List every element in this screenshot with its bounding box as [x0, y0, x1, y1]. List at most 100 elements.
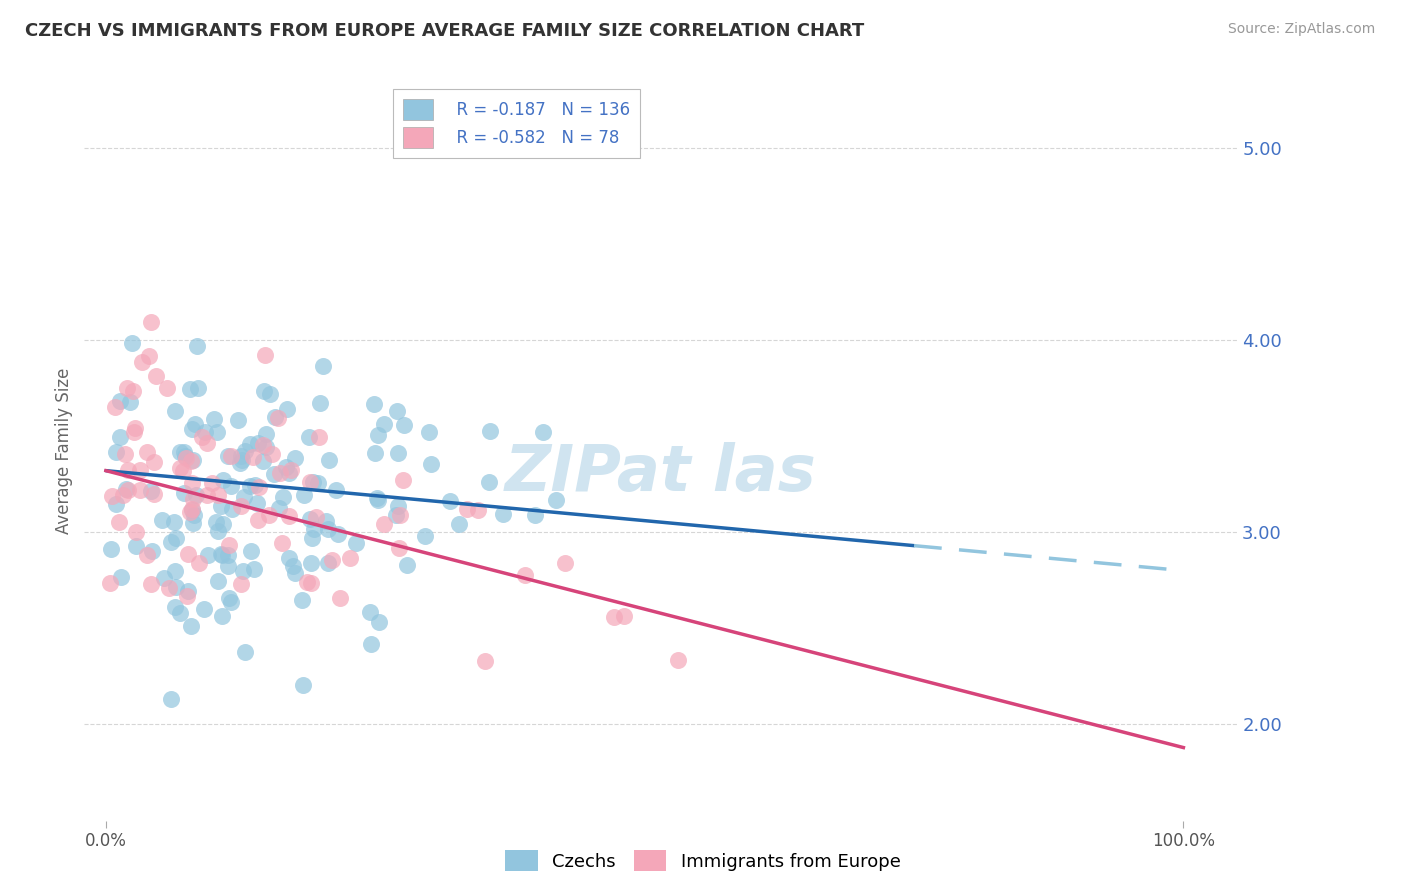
- Point: [267, 411, 290, 425]
- Point: [373, 517, 395, 532]
- Point: [180, 454, 202, 468]
- Point: [318, 453, 340, 467]
- Point: [256, 427, 278, 442]
- Point: [114, 447, 136, 461]
- Point: [284, 450, 307, 465]
- Point: [298, 429, 321, 443]
- Point: [173, 486, 195, 500]
- Point: [157, 581, 180, 595]
- Point: [247, 436, 270, 450]
- Point: [100, 575, 122, 590]
- Point: [270, 536, 292, 550]
- Point: [456, 501, 478, 516]
- Point: [183, 452, 205, 467]
- Point: [165, 564, 187, 578]
- Point: [193, 602, 215, 616]
- Point: [309, 396, 332, 410]
- Point: [207, 488, 229, 502]
- Point: [108, 430, 131, 444]
- Point: [447, 517, 470, 532]
- Point: [179, 505, 201, 519]
- Point: [233, 645, 256, 659]
- Point: [413, 529, 436, 543]
- Point: [385, 403, 408, 417]
- Point: [207, 574, 229, 588]
- Point: [183, 508, 205, 522]
- Point: [181, 492, 204, 507]
- Point: [115, 381, 138, 395]
- Point: [439, 493, 461, 508]
- Point: [613, 608, 636, 623]
- Point: [165, 580, 187, 594]
- Point: [207, 524, 229, 538]
- Point: [176, 589, 198, 603]
- Point: [174, 450, 197, 465]
- Point: [301, 532, 323, 546]
- Point: [128, 463, 150, 477]
- Point: [180, 422, 202, 436]
- Point: [384, 508, 406, 522]
- Point: [174, 450, 197, 464]
- Point: [125, 539, 148, 553]
- Point: [387, 499, 409, 513]
- Point: [368, 615, 391, 629]
- Point: [263, 410, 285, 425]
- Point: [194, 425, 217, 439]
- Point: [217, 548, 239, 562]
- Point: [228, 456, 250, 470]
- Point: [219, 595, 242, 609]
- Point: [367, 492, 389, 507]
- Point: [218, 591, 240, 606]
- Legend:   R = -0.187   N = 136,   R = -0.582   N = 78: R = -0.187 N = 136, R = -0.582 N = 78: [392, 88, 641, 158]
- Point: [363, 397, 385, 411]
- Point: [105, 497, 128, 511]
- Point: [191, 430, 214, 444]
- Point: [254, 348, 277, 362]
- Point: [328, 591, 350, 606]
- Point: [367, 428, 389, 442]
- Point: [360, 637, 382, 651]
- Point: [420, 458, 443, 472]
- Point: [124, 421, 146, 435]
- Point: [269, 466, 291, 480]
- Point: [281, 558, 304, 573]
- Point: [163, 515, 186, 529]
- Point: [152, 572, 174, 586]
- Point: [339, 551, 361, 566]
- Point: [104, 400, 127, 414]
- Point: [221, 501, 243, 516]
- Point: [229, 499, 252, 513]
- Point: [392, 417, 415, 432]
- Point: [326, 527, 349, 541]
- Point: [169, 460, 191, 475]
- Legend: Czechs, Immigrants from Europe: Czechs, Immigrants from Europe: [498, 843, 908, 879]
- Point: [366, 491, 388, 505]
- Point: [218, 538, 240, 552]
- Point: [159, 534, 181, 549]
- Point: [302, 522, 325, 536]
- Point: [246, 513, 269, 527]
- Point: [325, 483, 347, 498]
- Point: [344, 536, 367, 550]
- Point: [122, 384, 145, 398]
- Point: [139, 577, 162, 591]
- Point: [204, 515, 226, 529]
- Point: [125, 524, 148, 539]
- Point: [173, 445, 195, 459]
- Point: [232, 490, 254, 504]
- Point: [197, 548, 219, 562]
- Point: [243, 478, 266, 492]
- Point: [135, 549, 157, 563]
- Point: [212, 516, 235, 531]
- Point: [308, 430, 330, 444]
- Point: [359, 605, 381, 619]
- Point: [290, 592, 312, 607]
- Point: [184, 488, 207, 502]
- Point: [173, 464, 195, 478]
- Point: [364, 446, 387, 460]
- Point: [150, 513, 173, 527]
- Point: [276, 459, 298, 474]
- Point: [668, 653, 690, 667]
- Point: [478, 475, 501, 489]
- Point: [205, 425, 228, 440]
